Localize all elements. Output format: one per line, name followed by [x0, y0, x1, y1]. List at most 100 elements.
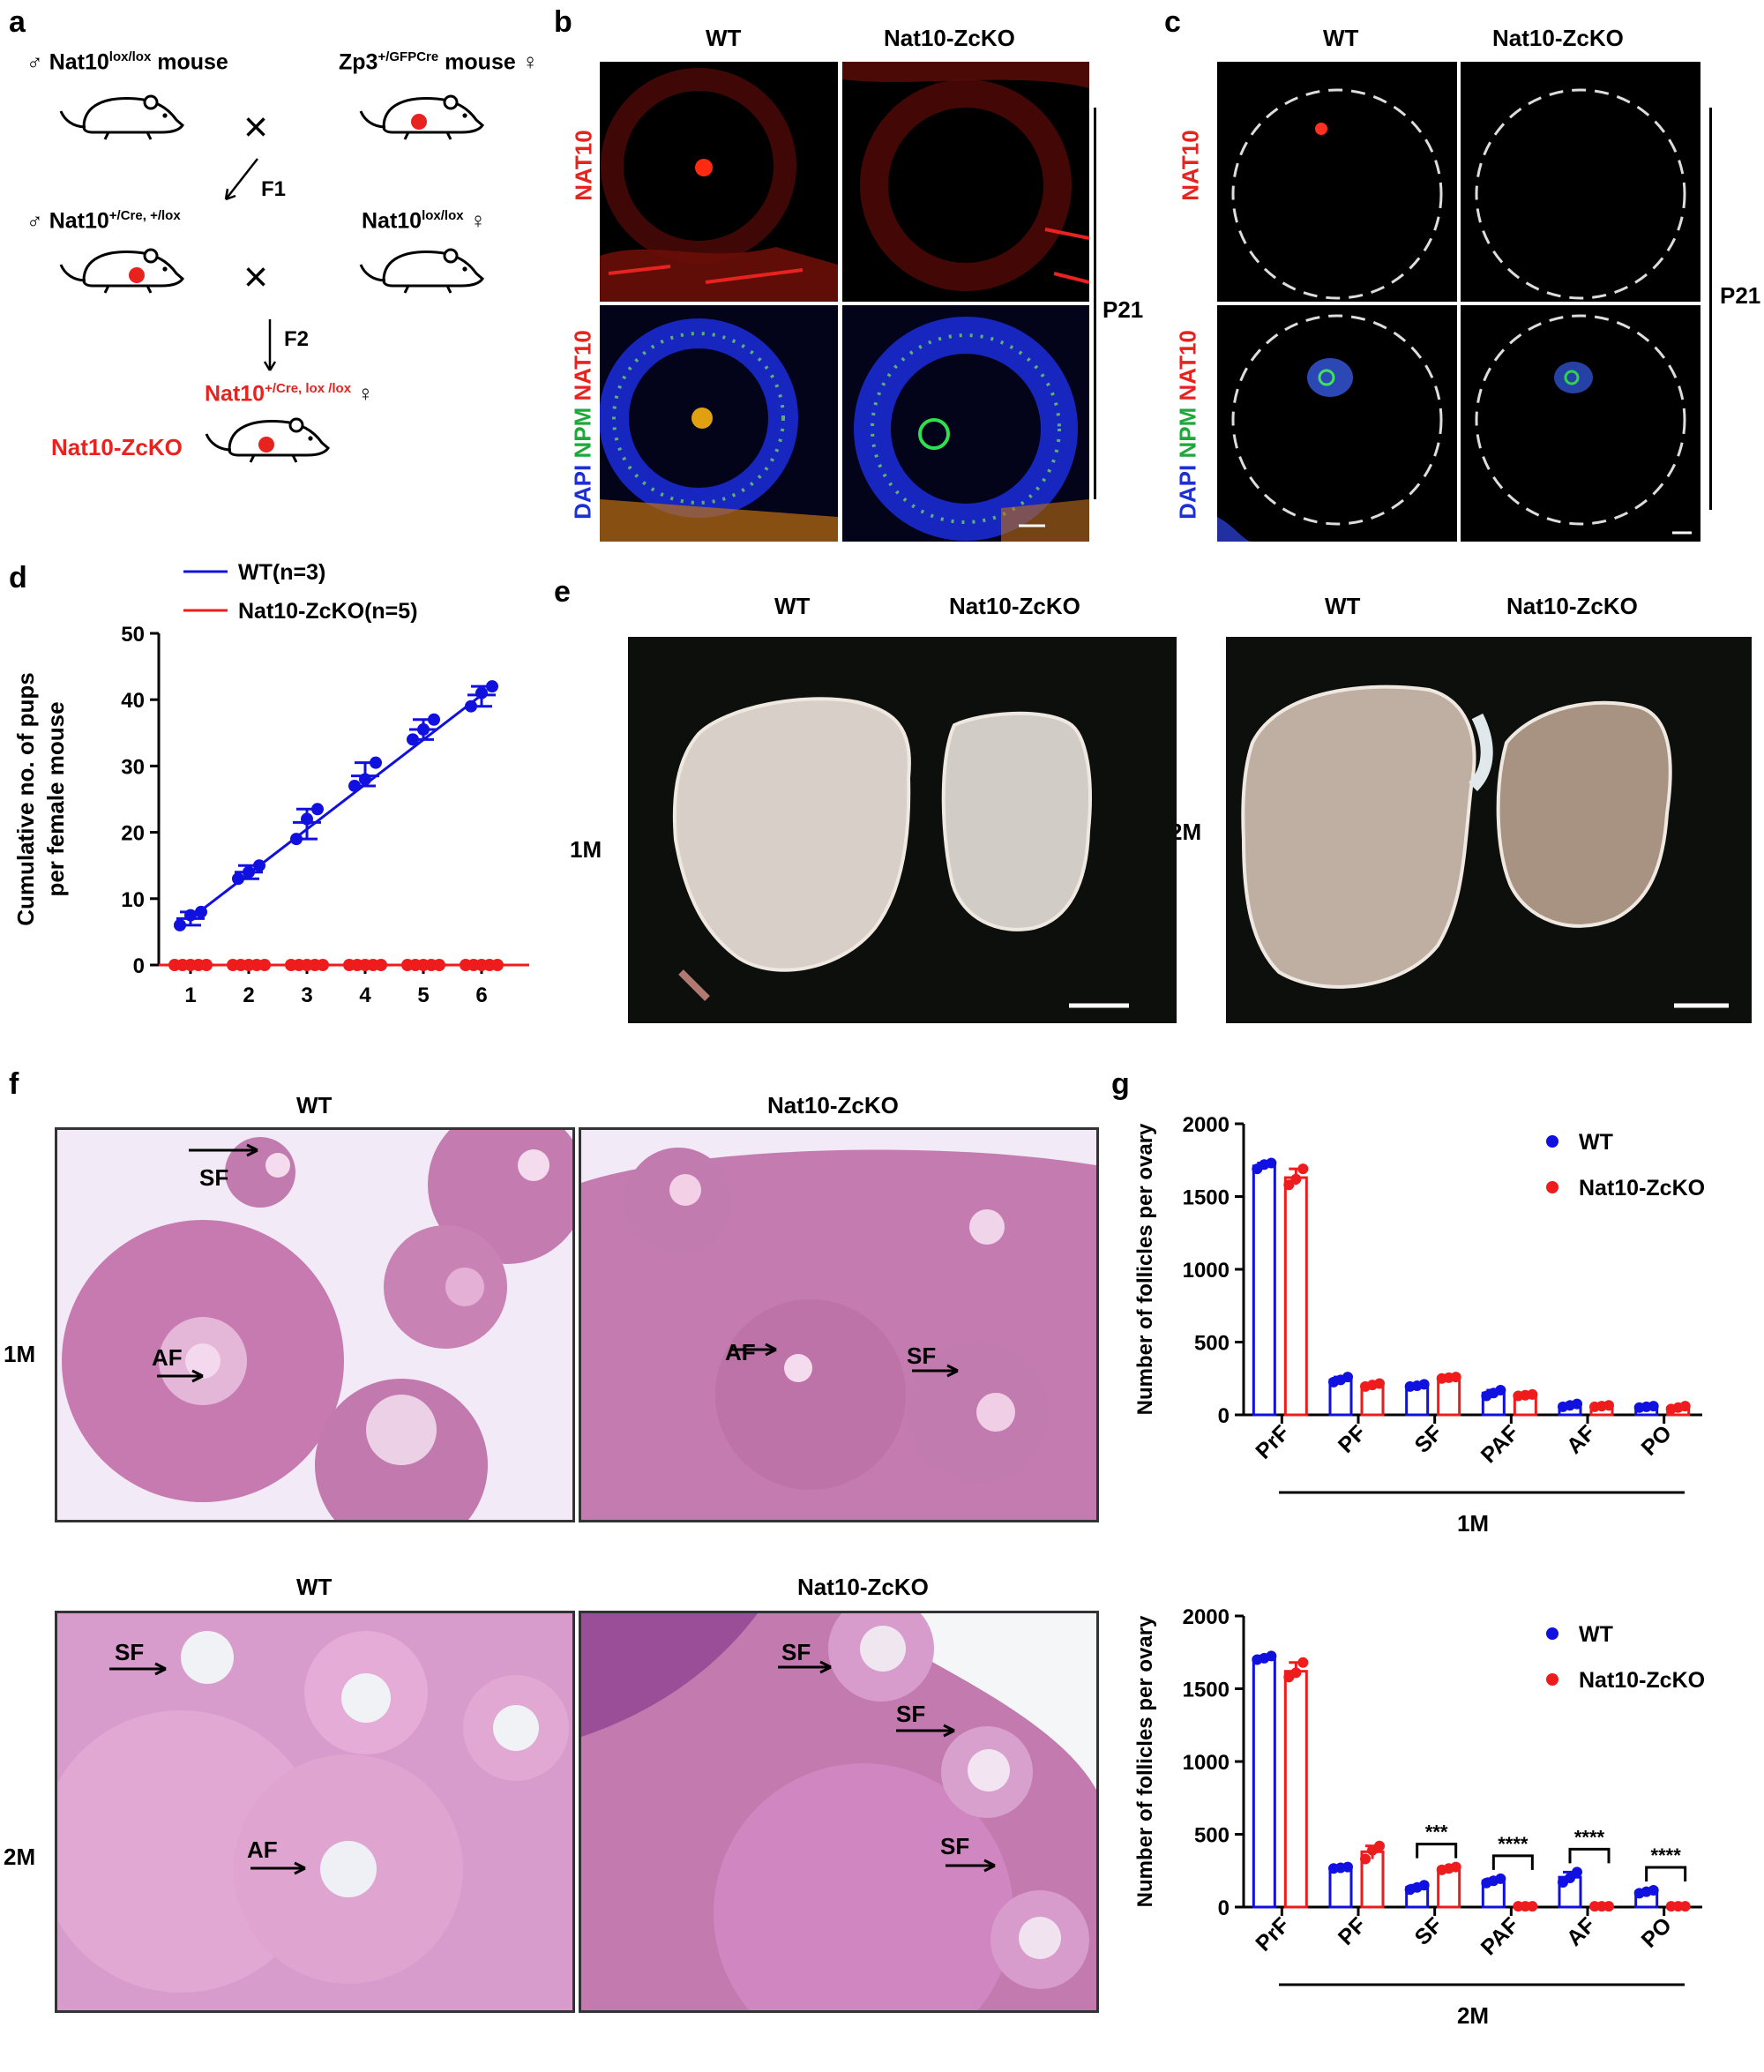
histology-1m-wt	[55, 1127, 575, 1522]
data-point-wt	[1266, 1157, 1277, 1169]
parent2-suffix: mouse	[438, 49, 516, 75]
x-tick-label: AF	[1562, 1420, 1600, 1458]
group-label: 1M	[1457, 1510, 1489, 1537]
x-tick-label: PAF	[1476, 1420, 1524, 1468]
data-point-wt	[1495, 1384, 1506, 1395]
x-tick-label: PO	[1637, 1912, 1677, 1952]
panel-letter-c: c	[1164, 5, 1181, 39]
micrograph-b-wt-merge-art	[600, 305, 838, 542]
data-point-ko	[433, 959, 445, 971]
male-symbol: ♂	[26, 208, 43, 234]
y-tick-label: 2000	[1183, 1113, 1230, 1137]
data-point-ko	[1679, 1401, 1691, 1412]
micrograph-b-wt-merge	[600, 305, 838, 542]
panel-c-stage: P21	[1720, 282, 1761, 309]
parent2-gene: Zp3	[339, 49, 378, 75]
significance-label: ****	[1651, 1844, 1682, 1866]
micrograph-c-wt-merge-art	[1217, 314, 1443, 542]
legend-label: WT(n=3)	[238, 560, 325, 585]
data-point-ko	[258, 959, 271, 971]
female-symbol: ♀	[521, 49, 539, 75]
x-tick-label: PAF	[1476, 1912, 1524, 1960]
parent1-label: ♂ Nat10lox/lox mouse	[26, 49, 228, 75]
bar-ko	[1283, 1670, 1308, 1909]
legend-label: Nat10-ZcKO	[1579, 1668, 1705, 1693]
data-point-ko	[317, 959, 329, 971]
legend-marker	[1546, 1673, 1558, 1686]
panel-f-row-2m: 2M	[4, 1844, 36, 1870]
f1-female-label: Nat10lox/lox ♀	[362, 208, 486, 234]
sf-label: SF	[896, 1701, 925, 1727]
x-tick-label: 5	[417, 984, 429, 1007]
micrograph-b-wt-nat10	[600, 62, 838, 302]
y-tick-label: 1500	[1183, 1186, 1230, 1210]
x-tick-label: 2	[243, 984, 254, 1007]
panel-b-col-ko: Nat10-ZcKO	[884, 25, 1015, 51]
mouse-icon-f1-male	[59, 248, 184, 295]
y-tick-label: 0	[1218, 1404, 1230, 1428]
data-point-ko	[1527, 1388, 1538, 1400]
legend-label: Nat10-ZcKO	[1579, 1176, 1705, 1201]
data-point-ko	[1297, 1657, 1309, 1668]
panel-c-col-ko: Nat10-ZcKO	[1492, 25, 1624, 51]
legend-label: WT	[1579, 1622, 1613, 1647]
panel-c-col-wt: WT	[1323, 25, 1359, 51]
x-tick-label: PF	[1334, 1912, 1371, 1949]
arrow-f2	[263, 319, 277, 371]
micrograph-b-ko-merge	[842, 305, 1089, 542]
x-tick-label: 4	[359, 984, 371, 1007]
f1-male-genotype: +/Cre, +/lox	[108, 208, 181, 223]
parent2-label: Zp3+/GFPCre mouse ♀	[339, 49, 538, 75]
nat10-label: NAT10	[1174, 330, 1201, 401]
chart-follicles-2m: 0 500 1000 1500 2000 Number of follicles per …	[1133, 1605, 1705, 2029]
chart-follicles-1m: 0 500 1000 1500 2000 Number of follicles per …	[1133, 1113, 1705, 1537]
panel-c-row1-label: NAT10	[1177, 130, 1204, 201]
f2-gene: Nat10	[205, 381, 265, 407]
panel-b-stage: P21	[1102, 296, 1144, 323]
legend-marker	[1546, 1135, 1558, 1148]
parent2-genotype: +/GFPCre	[377, 49, 439, 64]
ko-name-label: Nat10-ZcKO	[51, 434, 183, 460]
panel-f-col-wt-2: WT	[296, 1574, 333, 1600]
histology-1m-ko	[579, 1127, 1099, 1522]
legend-marker	[1546, 1181, 1558, 1193]
panel-f-col-wt-1: WT	[296, 1092, 333, 1118]
data-point-wt	[1648, 1401, 1659, 1412]
x-tick-label: SF	[1410, 1912, 1447, 1949]
significance-bracket	[1568, 1847, 1611, 1864]
legend-label: WT	[1579, 1130, 1613, 1155]
x-tick-label: 6	[475, 984, 487, 1007]
bar-ko	[1283, 1176, 1308, 1417]
af-label: AF	[152, 1344, 183, 1371]
male-symbol: ♂	[26, 49, 43, 75]
y-tick-label: 500	[1194, 1332, 1230, 1356]
f1-male-label: ♂ Nat10+/Cre, +/lox	[26, 208, 181, 234]
data-point-ko	[491, 959, 504, 971]
female-symbol: ♀	[357, 381, 374, 407]
y-axis-label: Number of follicles per ovary	[1133, 1123, 1157, 1415]
panel-f-col-ko-1: Nat10-ZcKO	[767, 1092, 899, 1118]
npm-label: NPM	[1174, 407, 1201, 459]
cross-symbol-1: ×	[243, 104, 268, 151]
data-point-ko	[1360, 1853, 1371, 1865]
y-tick-label: 1500	[1183, 1679, 1230, 1702]
annotation-arrows	[109, 1143, 996, 1875]
y-axis-label-line2: per female mouse	[42, 701, 69, 896]
panel-e-row-1m: 1M	[570, 836, 602, 863]
y-tick-label: 50	[121, 623, 145, 647]
micrograph-b-ko-nat10-art	[842, 62, 1089, 291]
panel-letter-a: a	[9, 5, 26, 39]
histology-2m-ko	[579, 1611, 1099, 2013]
mouse-icon-offspring	[205, 417, 330, 464]
significance-bracket	[1645, 1866, 1687, 1882]
dapi-label: DAPI	[1174, 464, 1201, 520]
y-tick-label: 0	[133, 954, 145, 978]
f2-genotype: +/Cre, lox /lox	[265, 381, 352, 396]
data-point-ko	[1527, 1901, 1538, 1912]
histology-1m-ko-art	[581, 1148, 1096, 1520]
y-tick-label: 1000	[1183, 1259, 1230, 1283]
parent1-suffix: mouse	[151, 49, 228, 75]
y-tick-label: 0	[1218, 1896, 1230, 1920]
data-point-wt	[1648, 1885, 1659, 1896]
